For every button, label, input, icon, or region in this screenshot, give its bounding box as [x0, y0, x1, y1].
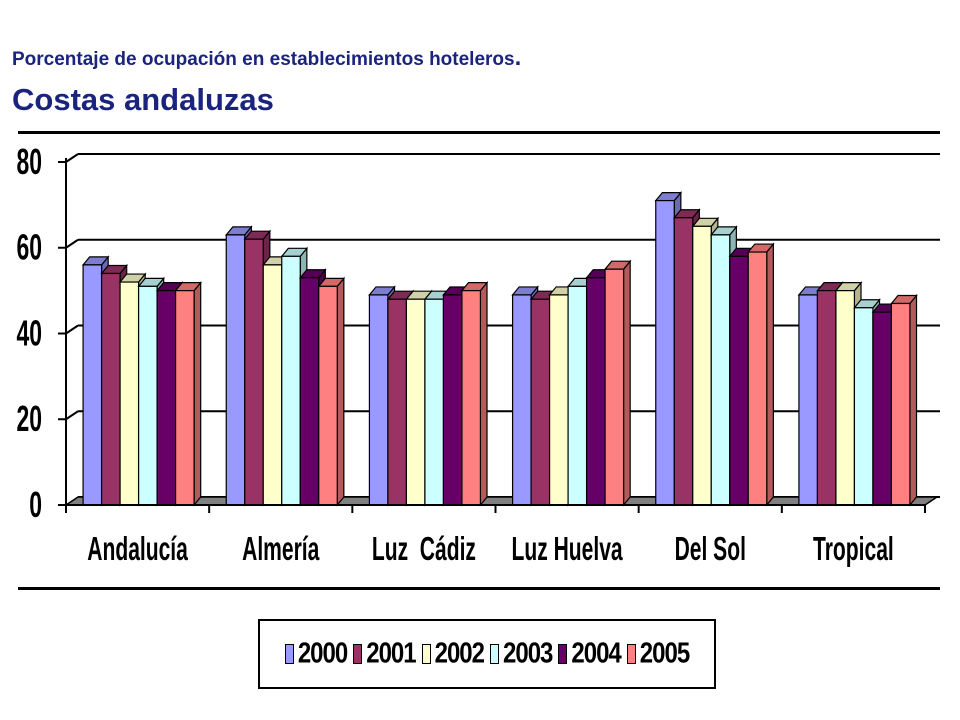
- y-tick-label: 20: [16, 399, 42, 440]
- bar-3-0: [511, 294, 532, 506]
- legend-swatch: [353, 644, 363, 664]
- bar-5-1: [816, 290, 837, 506]
- y-tick-label: 80: [16, 142, 42, 183]
- bar-4-1: [673, 217, 694, 506]
- x-category-label: Tropical: [813, 530, 894, 567]
- bar-0-5-side: [193, 280, 202, 507]
- legend-item: 2005: [626, 637, 690, 670]
- legend-label: 2000: [297, 637, 348, 670]
- legend-item: 2003: [490, 637, 553, 670]
- y-tick-label: 0: [29, 485, 42, 526]
- bar-3-4: [585, 277, 606, 506]
- chart-title-period: .: [514, 44, 522, 71]
- bar-4-2: [692, 225, 712, 506]
- bar-1-2: [262, 264, 283, 506]
- bar-4-0: [655, 199, 675, 506]
- bar-0-2: [119, 281, 140, 506]
- bar-2-5-side: [479, 280, 488, 507]
- x-category-label: Almería: [242, 530, 319, 567]
- legend-label: 2005: [639, 637, 690, 670]
- bar-1-5: [318, 285, 338, 506]
- bar-4-5: [747, 251, 768, 506]
- chart-title: Porcentaje de ocupación en establecimien…: [12, 44, 521, 72]
- bar-5-4: [872, 311, 893, 506]
- legend-swatch: [284, 644, 294, 664]
- bar-3-1: [530, 298, 551, 506]
- top-divider: [18, 131, 940, 134]
- bar-2-1: [387, 298, 408, 506]
- legend-label: 2001: [366, 637, 416, 670]
- bar-3-5-side: [622, 259, 631, 507]
- bar-4-4: [729, 255, 749, 506]
- bar-1-4: [299, 277, 320, 506]
- bar-5-0: [798, 294, 819, 506]
- bar-5-3: [853, 307, 874, 506]
- bar-0-4: [156, 290, 177, 506]
- x-category-label: Luz Cádiz: [372, 530, 476, 567]
- bar-1-0: [225, 234, 246, 506]
- legend-label: 2002: [434, 637, 485, 670]
- legend-item: 2002: [421, 637, 485, 670]
- chart-legend: 2000 2001 2002 2003 2004 2005: [258, 619, 716, 689]
- legend-item: 2004: [558, 637, 622, 670]
- bar-1-3: [281, 255, 301, 506]
- x-category-label: Del Sol: [675, 530, 746, 567]
- y-tick-label: 60: [16, 227, 42, 268]
- bar-4-5-side: [766, 242, 774, 507]
- x-category-label: Luz Huelva: [512, 530, 623, 567]
- bar-5-2: [835, 290, 856, 506]
- legend-label: 2003: [503, 637, 553, 670]
- bar-2-3: [424, 298, 445, 506]
- bar-3-5: [604, 268, 625, 506]
- gridline-40-depth: [65, 324, 79, 335]
- y-tick-label: 40: [16, 313, 42, 354]
- legend-item: 2001: [353, 637, 417, 670]
- legend-swatch: [626, 644, 636, 664]
- bar-2-5: [461, 290, 482, 506]
- bar-3-3: [567, 285, 588, 506]
- legend-swatch: [490, 644, 499, 664]
- bar-2-0: [368, 294, 389, 506]
- bar-0-1: [100, 272, 121, 506]
- x-category-label: Andalucía: [87, 530, 188, 567]
- legend-item: 2000: [284, 637, 348, 670]
- gridline-60-depth: [65, 238, 79, 249]
- legend-label: 2004: [571, 637, 621, 670]
- chart-title-text: Porcentaje de ocupación en establecimien…: [12, 49, 515, 70]
- bar-0-5: [174, 290, 195, 506]
- gridline-20-depth: [65, 410, 79, 421]
- bar-0-0: [82, 264, 103, 506]
- bar-1-1: [244, 238, 264, 506]
- bar-4-3: [710, 234, 731, 506]
- bar-0-3: [137, 285, 158, 506]
- legend-swatch: [421, 644, 431, 664]
- chart-subtitle: Costas andaluzas: [12, 82, 274, 117]
- bar-5-5: [890, 302, 911, 506]
- bar-2-4: [442, 294, 463, 506]
- bar-3-2: [548, 294, 569, 506]
- bar-1-5-side: [336, 276, 345, 507]
- legend-swatch: [558, 644, 568, 664]
- gridline-80-depth: [65, 153, 79, 163]
- bar-2-2: [405, 298, 426, 506]
- bottom-divider: [18, 587, 940, 590]
- bar-5-5-side: [909, 293, 918, 507]
